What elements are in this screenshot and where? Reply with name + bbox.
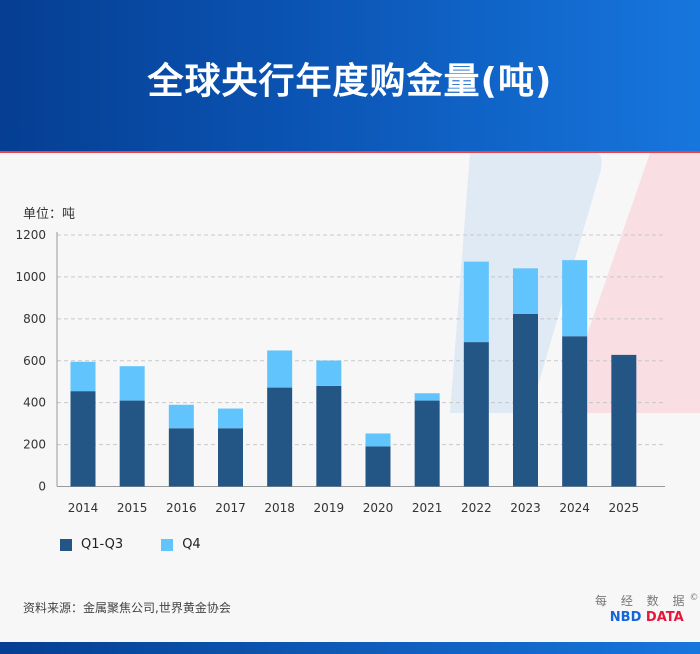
bar-q1-q3-2020 (365, 446, 391, 487)
x-tick-label: 2014 (68, 501, 99, 515)
bar-q4-2014 (70, 361, 96, 392)
bar-q4-2022 (463, 261, 489, 343)
bar-q1-q3-2016 (168, 428, 194, 487)
x-tick-label: 2018 (264, 501, 295, 515)
x-tick-label: 2020 (363, 501, 394, 515)
bar-q4-2021 (414, 393, 440, 401)
unit-label: 单位：吨 (23, 207, 76, 222)
x-tick-label: 2023 (510, 501, 541, 515)
footer-strip (0, 642, 700, 654)
y-tick-label: 600 (23, 354, 46, 368)
bar-q1-q3-2022 (463, 342, 489, 487)
y-tick-label: 1000 (15, 270, 46, 284)
source-note: 资料来源：金属聚焦公司,世界黄金协会 (23, 601, 231, 615)
x-tick-label: 2025 (609, 501, 640, 515)
bar-q4-2016 (168, 404, 194, 429)
bar-q4-2017 (218, 408, 243, 429)
legend-item-q1-q3: Q1-Q3 (60, 537, 123, 552)
logo-nbd: NBD (609, 610, 642, 625)
x-tick-label: 2021 (412, 501, 443, 515)
bar-q4-2015 (119, 366, 145, 401)
y-tick-label: 400 (23, 396, 46, 410)
bar-q1-q3-2015 (119, 400, 145, 487)
legend-label: Q1-Q3 (81, 537, 124, 552)
bar-q1-q3-2023 (513, 313, 538, 487)
logo-data: DATA (645, 610, 684, 625)
x-tick-label: 2024 (559, 501, 590, 515)
bar-q4-2020 (365, 433, 391, 447)
legend: Q1-Q3 Q4 (60, 537, 201, 552)
nbd-data-logo: 每 经 数 据© NBD DATA (595, 592, 698, 625)
x-tick-label: 2017 (215, 501, 246, 515)
y-tick-label: 200 (23, 438, 46, 452)
bar-q4-2024 (562, 260, 588, 337)
logo-cn: 每 经 数 据 (595, 594, 690, 608)
x-tick-label: 2015 (117, 501, 148, 515)
bar-q1-q3-2021 (414, 400, 440, 487)
x-tick-label: 2019 (314, 501, 345, 515)
bar-q4-2019 (316, 360, 342, 386)
legend-swatch-q4 (161, 538, 174, 551)
bar-q1-q3-2019 (316, 385, 342, 487)
y-tick-label: 0 (38, 480, 46, 494)
bar-q1-q3-2014 (70, 391, 96, 487)
legend-label: Q4 (182, 537, 201, 552)
x-tick-label: 2022 (461, 501, 492, 515)
header-banner: 全球央行年度购金量(吨) (0, 0, 700, 153)
legend-swatch-q1-q3 (60, 538, 72, 551)
legend-item-q4: Q4 (161, 537, 201, 552)
bar-q4-2018 (267, 350, 293, 388)
bar-q1-q3-2017 (218, 428, 243, 487)
copyright-mark: © (689, 593, 699, 603)
y-tick-label: 1200 (15, 228, 46, 242)
bar-q1-q3-2024 (562, 336, 588, 487)
bar-q1-q3-2018 (267, 387, 293, 487)
x-tick-label: 2016 (166, 501, 197, 515)
bar-q4-2023 (513, 268, 538, 314)
chart-title: 全球央行年度购金量(吨) (147, 61, 553, 102)
y-tick-label: 800 (23, 312, 46, 326)
bar-q1-q3-2025 (611, 354, 637, 487)
